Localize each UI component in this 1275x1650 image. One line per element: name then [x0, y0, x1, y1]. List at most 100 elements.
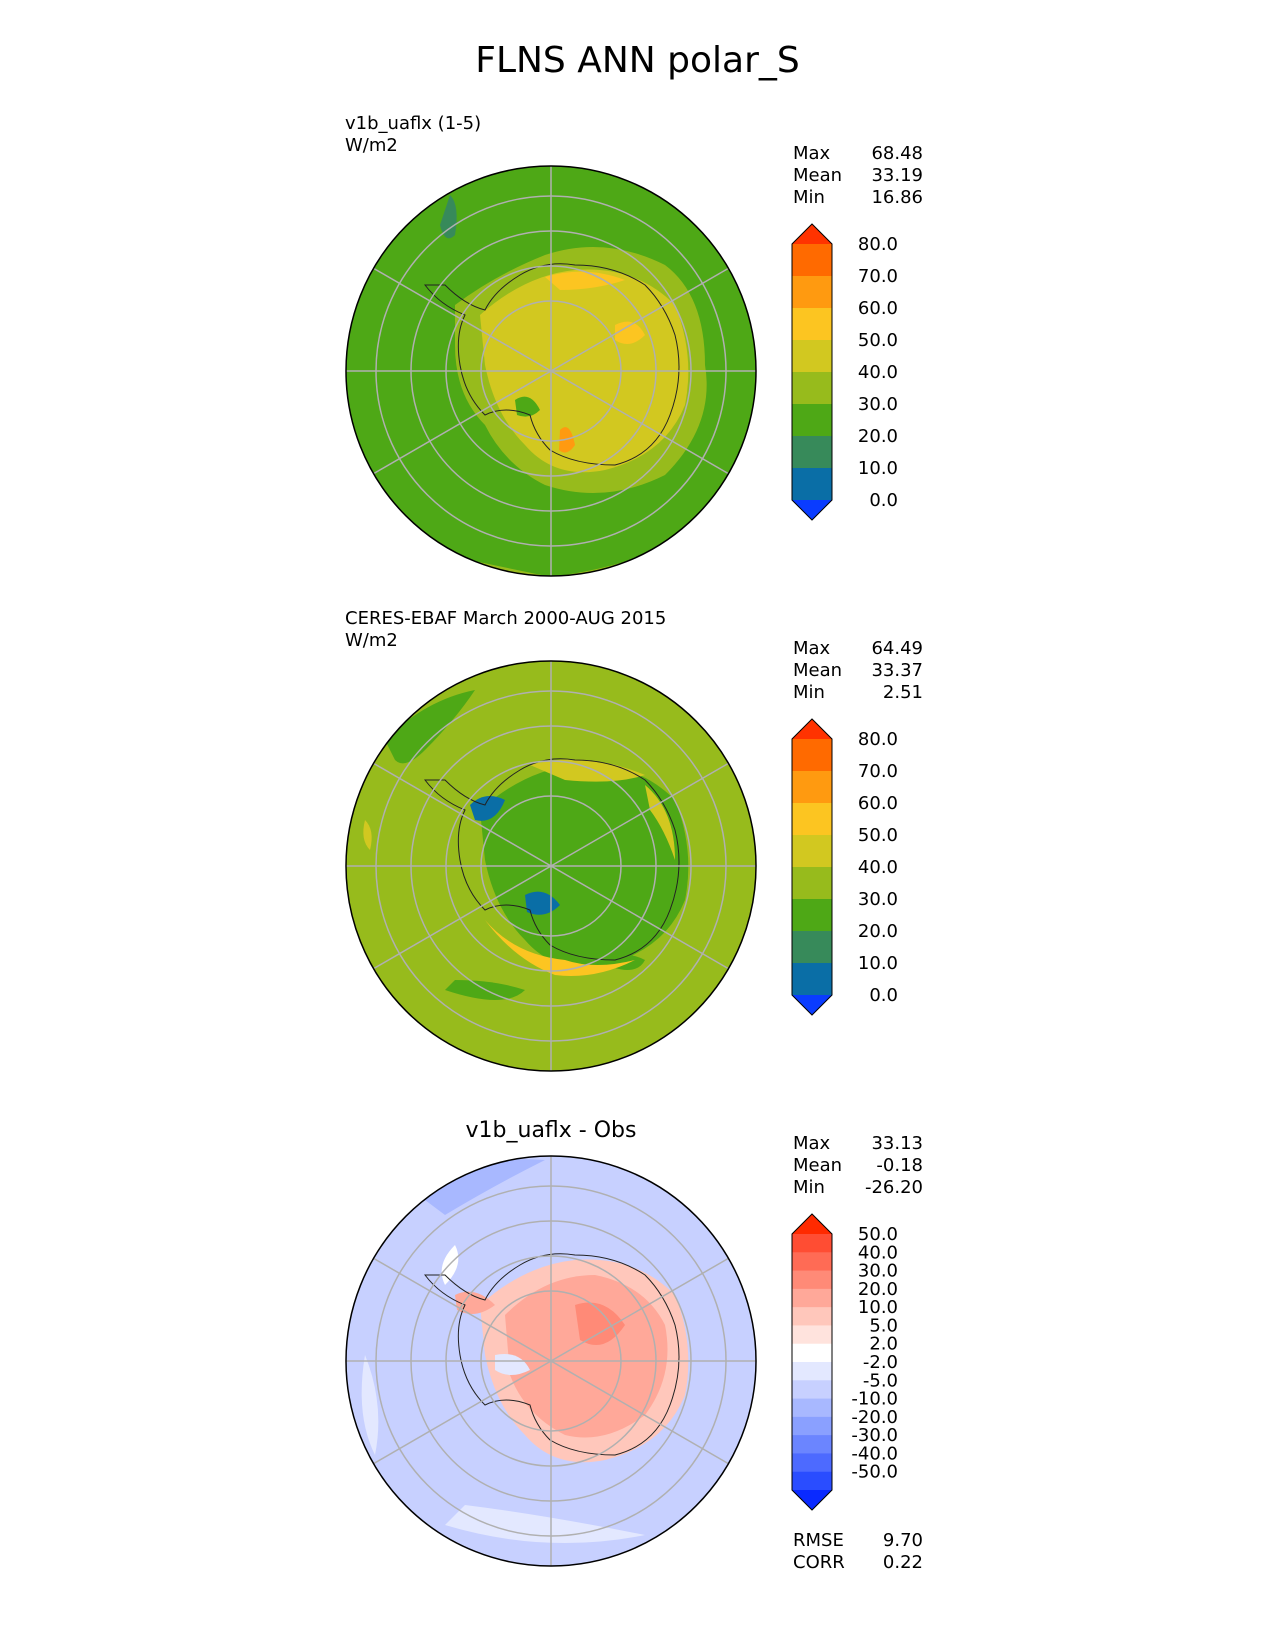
colorbar-tick-label: 40.0 — [858, 362, 898, 383]
colorbar-segment — [792, 308, 832, 341]
colorbar-tick-label: -10.0 — [851, 1389, 898, 1410]
model-panel-title: v1b_uaflx (1-5) W/m2 — [345, 113, 481, 157]
model-polar-map — [345, 165, 757, 577]
colorbar-tick-label: 10.0 — [858, 953, 898, 974]
diff-colorbar: 50.040.030.020.010.05.02.0-2.0-5.0-10.0-… — [791, 1213, 898, 1511]
colorbar-segment — [792, 1252, 832, 1272]
obs-units: W/m2 — [345, 630, 398, 651]
colorbar-tick-label: 0.0 — [869, 490, 898, 511]
colorbar-segment — [792, 1435, 832, 1454]
colorbar-segment — [792, 1307, 832, 1326]
model-colorbar: 80.0 70.0 60.0 50.0 40.0 30.0 20.0 10.0 0.0 — [791, 223, 898, 521]
stat-label: Mean — [793, 1155, 843, 1176]
colorbar-extend-min — [792, 500, 832, 520]
corr-value: 0.22 — [882, 1552, 923, 1573]
colorbar-segment — [792, 803, 832, 836]
colorbar-segment — [792, 1416, 832, 1436]
colorbar-tick-label: 50.0 — [858, 825, 898, 846]
colorbar-outline — [791, 1213, 833, 1511]
obs-colorbar: 80.0 70.0 60.0 50.0 40.0 30.0 20.0 10.0 0.0 — [791, 718, 898, 1016]
colorbar-extend-min — [792, 995, 832, 1015]
colorbar-tick-label: 70.0 — [858, 266, 898, 287]
colorbar-tick-label: 60.0 — [858, 793, 898, 814]
colorbar-segment — [792, 931, 832, 964]
colorbar-tick-label: 70.0 — [858, 761, 898, 782]
colorbar-tick-label: -20.0 — [851, 1407, 898, 1428]
colorbar-segment — [792, 1288, 832, 1308]
stat-value: 16.86 — [871, 187, 923, 208]
colorbar-outline — [791, 223, 833, 521]
stat-value: -26.20 — [864, 1177, 923, 1198]
colorbar-tick-label: -5.0 — [863, 1370, 898, 1391]
colorbar-segment — [792, 1398, 832, 1418]
model-low-patch — [440, 195, 457, 239]
colorbar-tick-label: 20.0 — [858, 426, 898, 447]
colorbar-tick-label: -50.0 — [851, 1462, 898, 1483]
colorbar-segment — [792, 899, 832, 932]
stat-value: 68.48 — [871, 143, 923, 164]
stat-label: Min — [793, 1177, 825, 1198]
colorbar-segment — [792, 372, 832, 405]
stat-label: Max — [793, 1133, 831, 1154]
stat-label: Max — [793, 638, 831, 659]
colorbar-segment — [792, 1270, 832, 1290]
stat-value: 2.51 — [882, 682, 923, 703]
colorbar-tick-label: 40.0 — [858, 1242, 898, 1263]
diff-polar-map — [345, 1155, 757, 1567]
colorbar-segment — [792, 340, 832, 373]
colorbar-segment — [792, 771, 832, 804]
colorbar-segment — [792, 835, 832, 868]
colorbar-tick-label: 2.0 — [869, 1334, 898, 1355]
colorbar-tick-label: 80.0 — [858, 234, 898, 255]
colorbar-extend-max — [792, 719, 832, 739]
rmse-label: RMSE — [793, 1530, 844, 1551]
stat-label: Mean — [793, 660, 843, 681]
stat-label: Mean — [793, 165, 843, 186]
colorbar-segment — [792, 867, 832, 900]
colorbar-extend-min — [792, 1490, 832, 1510]
colorbar-segment — [792, 404, 832, 437]
colorbar-tick-label: 10.0 — [858, 458, 898, 479]
diff-stats: Max 33.13 Mean -0.18 Min -26.20 — [793, 1133, 923, 1199]
diff-panel-title: v1b_uaflx - Obs — [465, 1118, 637, 1143]
colorbar-tick-label: 10.0 — [858, 1297, 898, 1318]
obs-low-patch — [470, 796, 505, 821]
colorbar-tick-label: 50.0 — [858, 330, 898, 351]
colorbar-segment — [792, 1362, 832, 1381]
colorbar-segment — [792, 1343, 832, 1363]
colorbar-tick-label: -2.0 — [863, 1352, 898, 1373]
colorbar-tick-label: 20.0 — [858, 1279, 898, 1300]
stat-value: -0.18 — [876, 1155, 923, 1176]
stat-value: 33.37 — [871, 660, 923, 681]
colorbar-tick-label: 5.0 — [869, 1315, 898, 1336]
colorbar-tick-label: 30.0 — [858, 1261, 898, 1282]
figure-title: FLNS ANN polar_S — [475, 40, 800, 81]
colorbar-segment — [792, 739, 832, 772]
colorbar-segment — [792, 436, 832, 469]
colorbar-tick-label: 80.0 — [858, 729, 898, 750]
colorbar-tick-label: 0.0 — [869, 985, 898, 1006]
colorbar-segment — [792, 1453, 832, 1473]
stat-label: Max — [793, 143, 831, 164]
stat-value: 33.13 — [871, 1133, 923, 1154]
obs-polar-map — [345, 660, 757, 1072]
colorbar-segment — [792, 1325, 832, 1345]
colorbar-tick-label: 50.0 — [858, 1224, 898, 1245]
stat-value: 64.49 — [871, 638, 923, 659]
colorbar-tick-label: 40.0 — [858, 857, 898, 878]
colorbar-tick-label: 20.0 — [858, 921, 898, 942]
stat-value: 33.19 — [871, 165, 923, 186]
colorbar-segment — [792, 468, 832, 501]
colorbar-segment — [792, 963, 832, 996]
colorbar-segment — [792, 1380, 832, 1400]
colorbar-tick-label: 60.0 — [858, 298, 898, 319]
colorbar-tick-label: -40.0 — [851, 1443, 898, 1464]
colorbar-extend-max — [792, 1214, 832, 1234]
colorbar-extend-max — [792, 224, 832, 244]
obs-panel-title: CERES-EBAF March 2000-AUG 2015 W/m2 — [345, 608, 666, 652]
colorbar-tick-label: 30.0 — [858, 889, 898, 910]
stat-label: Min — [793, 682, 825, 703]
colorbar-segment — [792, 1234, 832, 1253]
obs-dataset-name: CERES-EBAF March 2000-AUG 2015 — [345, 608, 667, 629]
colorbar-segment — [792, 244, 832, 277]
